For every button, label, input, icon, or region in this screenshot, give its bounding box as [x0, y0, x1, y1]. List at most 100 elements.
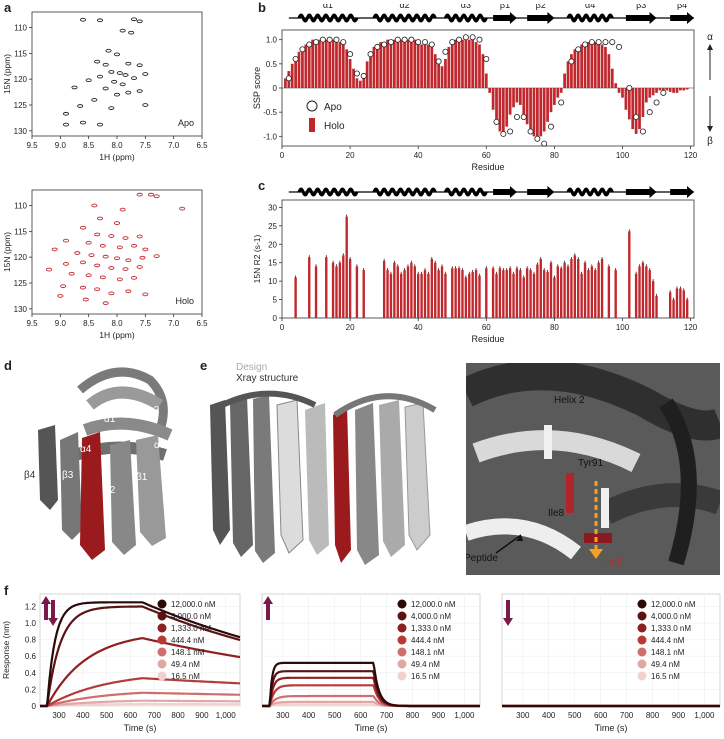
peak — [102, 86, 109, 91]
x-tick-label: 600 — [124, 711, 138, 720]
x-tick-label: 40 — [414, 151, 423, 160]
ssp-bar — [348, 59, 352, 88]
peak — [96, 122, 104, 127]
ssp-bar — [512, 88, 515, 108]
r2-bar — [495, 273, 498, 318]
legend-swatch — [637, 647, 647, 657]
ssp-bar — [648, 88, 652, 98]
x-axis-label: 1H (ppm) — [99, 152, 135, 162]
y-tick-label: 0.2 — [25, 685, 37, 694]
r2-bar — [570, 259, 573, 318]
arrow-down-shaft — [506, 600, 510, 620]
bli-chart-1: 300 400 500 600 700 800 900 1,000 0 0.2 0.4 0.6 0.8 1… — [1, 593, 241, 733]
y-tick-label: 0.8 — [25, 636, 37, 645]
legend-swatch — [157, 647, 167, 657]
legend-swatch — [157, 623, 167, 633]
peak — [57, 294, 64, 298]
ssp-bar — [416, 42, 420, 88]
r2-bar — [348, 259, 352, 318]
ssp-apo-point — [387, 39, 394, 46]
ssp-bar — [474, 42, 478, 88]
label-d-b2: β2 — [104, 485, 116, 496]
x-tick-label: 7.0 — [168, 319, 180, 328]
x-tick-label: 600 — [354, 711, 368, 720]
r2-bar — [525, 268, 529, 318]
ssp-ss-label: α4 — [585, 4, 595, 10]
peak — [130, 17, 138, 22]
side-arrowhead-down — [707, 126, 713, 132]
y-axis-label: 15N R2 (s-1) — [252, 235, 262, 284]
r2-bar — [583, 262, 587, 318]
r2-bar — [331, 262, 335, 318]
ssp-bar — [352, 68, 355, 88]
r2-bar — [451, 268, 454, 318]
peak — [62, 262, 70, 266]
ssp-apo-point — [626, 85, 633, 92]
ssp-bar — [515, 88, 519, 103]
r2-bar — [502, 270, 505, 318]
r2-bar — [634, 273, 638, 318]
peak — [79, 260, 87, 265]
ssp-bar — [522, 88, 526, 115]
ssp-helix — [297, 13, 359, 23]
peak — [102, 62, 109, 67]
peak — [130, 275, 138, 280]
ssp-bar — [427, 44, 430, 88]
x-tick-label: 100 — [616, 323, 630, 332]
ssp-apo-point — [394, 36, 401, 43]
ssp-ss-label: α2 — [399, 4, 409, 10]
y-tick-label: 130 — [14, 305, 28, 314]
r2-bar — [399, 273, 403, 318]
ssp-bar — [379, 42, 383, 88]
ssp-bar — [600, 44, 604, 88]
peak — [136, 192, 143, 197]
r2-bar — [498, 268, 502, 318]
panel-label-e: e — [200, 358, 208, 373]
ssp-bar — [583, 42, 587, 88]
ssp-bar — [335, 39, 338, 88]
r2-bar — [427, 273, 430, 318]
r2-bar — [505, 270, 508, 318]
ssp-bar — [587, 42, 590, 88]
legend-swatch — [397, 671, 407, 681]
x-tick-label: 6.5 — [196, 141, 208, 150]
ssp-bar — [420, 44, 423, 88]
panel-label-c: c — [258, 178, 266, 193]
ssp-bar — [580, 44, 583, 88]
peak — [71, 85, 78, 90]
peak — [45, 267, 53, 272]
panel-label-d: d — [4, 358, 12, 373]
ssp-bar — [413, 39, 417, 88]
x-axis-label: Residue — [471, 162, 504, 172]
ssp-bar — [365, 61, 369, 88]
r2-bar — [325, 257, 328, 318]
ssp-bar — [501, 88, 505, 132]
peak — [79, 120, 87, 125]
peak — [142, 292, 149, 297]
r2-bar — [560, 268, 563, 318]
ssp-bar — [614, 83, 618, 88]
y-tick-label: 25 — [268, 222, 277, 231]
ssp-bar — [529, 88, 532, 132]
ssp-helix — [566, 13, 614, 23]
r2-bar — [668, 292, 672, 318]
y-tick-label: 110 — [14, 202, 27, 211]
ssp-helix — [444, 13, 488, 23]
r2-bar — [590, 266, 594, 318]
peak — [136, 265, 143, 269]
x-axis-label: Time (s) — [595, 723, 628, 733]
legend-swatch — [397, 623, 407, 633]
ssp-bar — [576, 46, 580, 88]
peak — [113, 92, 121, 97]
ssp-bar — [440, 66, 444, 88]
ssp-bar — [685, 88, 689, 90]
ssp-apo-point — [374, 43, 381, 50]
x-tick-label: 800 — [646, 711, 660, 720]
legend-swatch — [637, 611, 647, 621]
y-axis-label: 15N (ppm) — [2, 232, 12, 272]
peak — [68, 271, 75, 276]
ssp-apo-point — [442, 48, 449, 55]
ssp-apo-point — [462, 34, 469, 41]
ssp-apo-point — [360, 72, 367, 79]
y-tick-label: 0.6 — [25, 652, 37, 661]
